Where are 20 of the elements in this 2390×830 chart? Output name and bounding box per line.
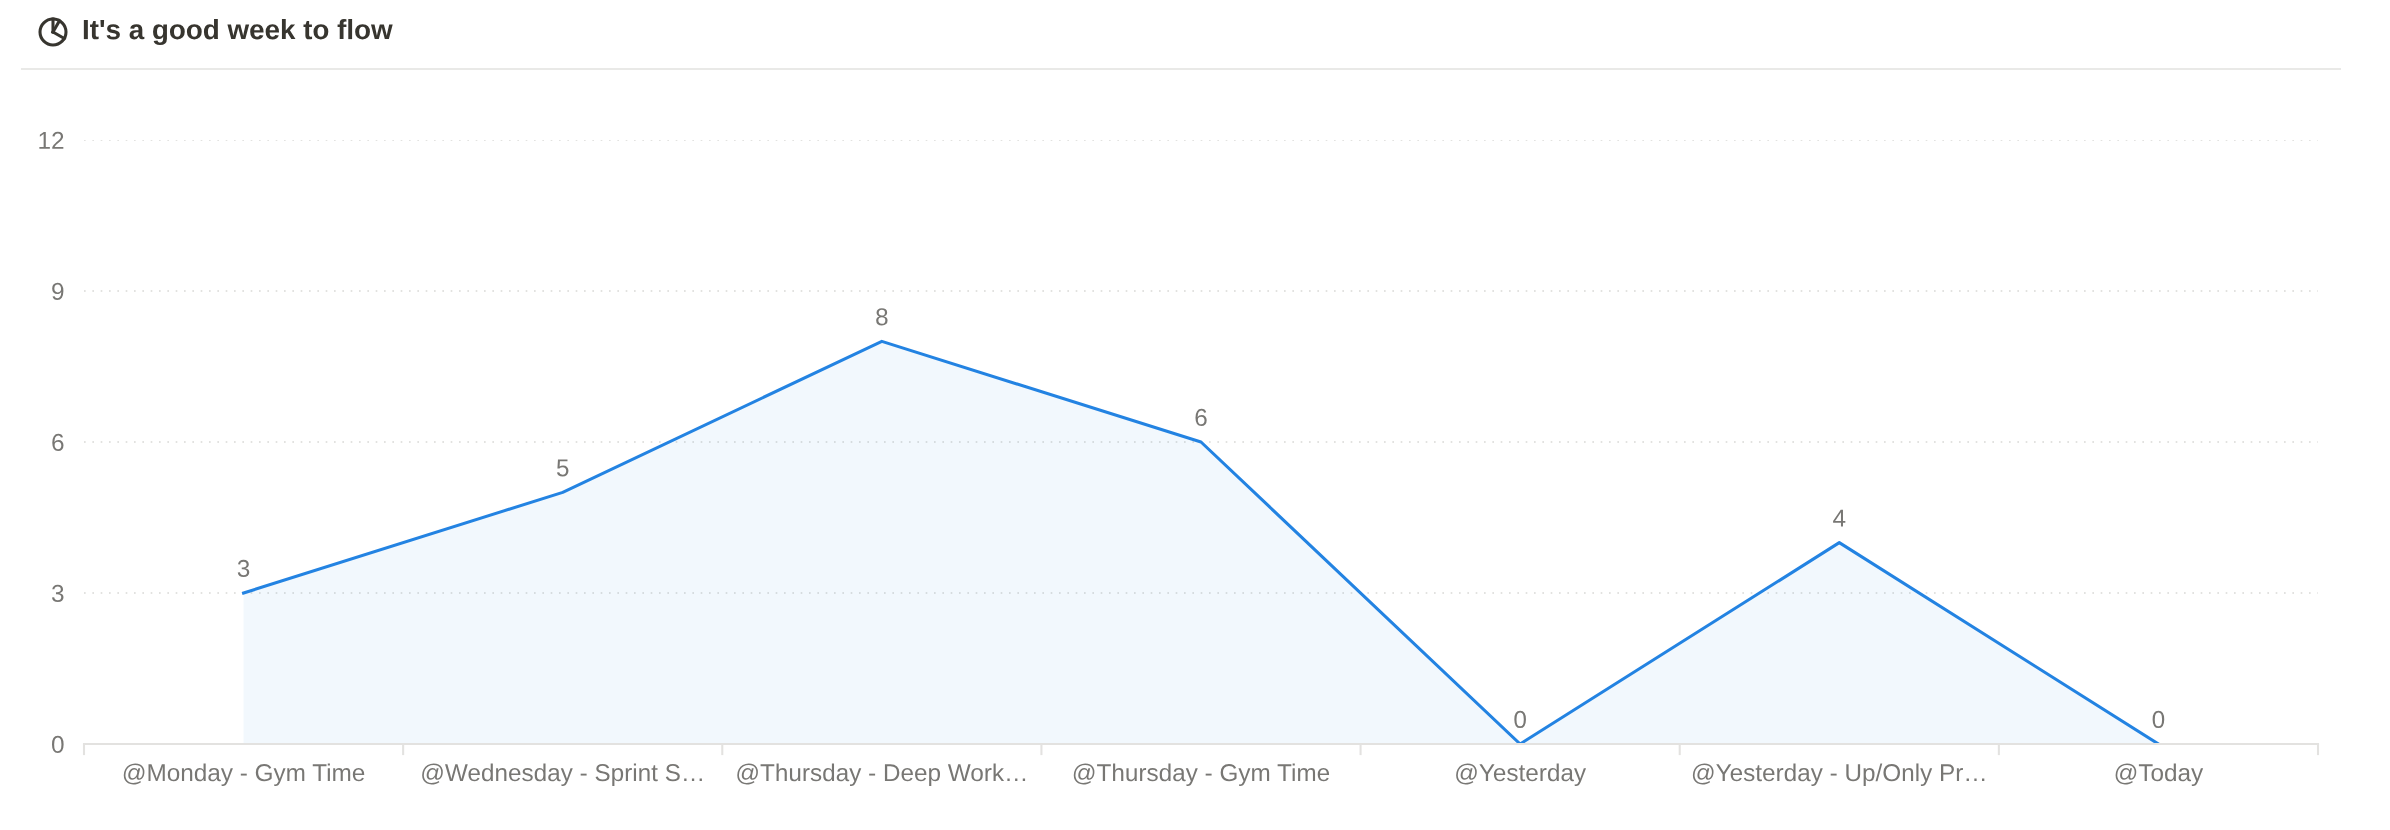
x-tick-label: @Monday - Gym Time: [123, 763, 365, 787]
data-label: 0: [1514, 710, 1526, 729]
x-tick-label: @Thursday - Gym Time: [1073, 763, 1330, 787]
data-label: 6: [1195, 408, 1207, 427]
y-tick-label: 12: [39, 131, 64, 149]
x-tick-label: @Wednesday - Sprint S…: [422, 763, 702, 787]
x-tick-label: @Yesterday: [1456, 763, 1587, 787]
data-label: 0: [2152, 710, 2165, 729]
y-tick-label: 6: [52, 433, 64, 452]
data-label: 5: [556, 459, 569, 477]
data-label: 4: [1833, 509, 1846, 527]
x-tick-label: @Today: [2115, 763, 2204, 787]
y-tick-label: 0: [51, 735, 64, 754]
chart-title: It's a good week to flow: [83, 18, 393, 46]
y-tick-label: 3: [51, 584, 64, 603]
data-label: 3: [237, 559, 250, 578]
y-tick-label: 9: [52, 282, 64, 301]
data-label: 8: [876, 308, 888, 326]
x-tick-label: @Yesterday - Up/Only Pr…: [1692, 763, 1985, 787]
x-tick-label: @Thursday - Deep Work…: [737, 763, 1026, 787]
